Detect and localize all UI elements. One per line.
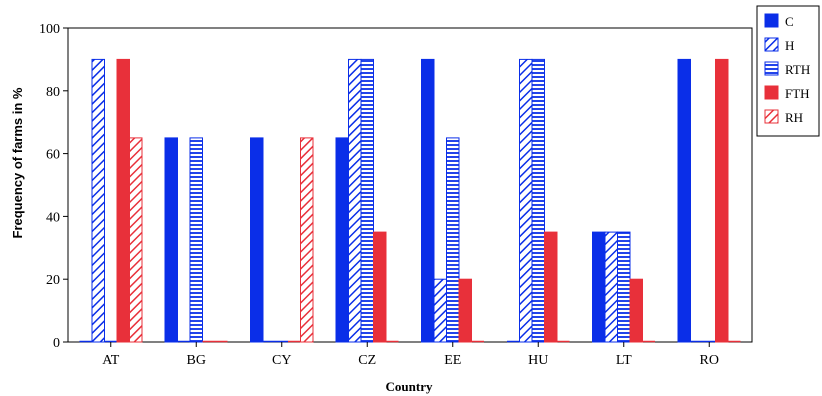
legend-swatch-c [764,13,779,28]
legend-label-c: C [785,14,794,29]
bar-lt-rth [617,231,631,343]
bar-ee-c [421,58,435,343]
x-tick-label-ro: RO [700,353,719,368]
x-tick-label-at: AT [102,353,120,368]
bar-cy-c [250,137,264,343]
legend-label-fth: FTH [785,86,810,101]
bar-ee-rth [446,137,460,343]
bar-bg-rth [189,137,203,343]
legend-swatch-rh [764,109,779,124]
x-tick-label-bg: BG [187,353,206,368]
x-axis: AT BG CY CZ EE HU LT RO [102,342,719,368]
legend-label-h: H [785,38,794,53]
bar-hu-fth [544,231,558,343]
plot-area [67,27,753,343]
x-tick-label-cy: CY [272,353,291,368]
x-axis-title: Country [386,379,433,394]
bar-cz-c [335,137,349,343]
x-tick-label-ee: EE [444,353,461,368]
bar-cz-rth [360,58,374,343]
y-tick-label-80: 80 [46,85,60,100]
bar-cz-h [348,58,362,343]
bar-hu-rth [531,58,545,343]
x-tick-label-cz: CZ [358,353,376,368]
legend-swatch-fth [764,85,779,100]
bar-at-rh [129,137,143,343]
bar-ro-c [677,58,691,343]
y-tick-label-100: 100 [39,22,60,37]
bar-lt-c [592,231,606,343]
bar-ro-fth [715,58,729,343]
bar-ee-fth [458,278,472,343]
bar-lt-fth [629,278,643,343]
x-tick-label-hu: HU [528,353,548,368]
bar-ee-h [433,278,447,343]
legend-swatch-h [764,37,779,52]
bar-cz-fth [373,231,387,343]
legend-label-rh: RH [785,110,803,125]
bar-bg-c [164,137,178,343]
legend: CH RTH FTH RH [756,5,820,137]
legend-swatch-rth [764,61,779,76]
bar-at-fth [116,58,130,343]
legend-label-rth: RTH [785,62,810,77]
bar-at-h [91,58,105,343]
y-axis-title: Frequency of farms in % [10,87,25,238]
bar-hu-h [519,58,533,343]
y-tick-label-40: 40 [46,210,60,225]
y-tick-label-20: 20 [46,273,60,288]
bar-cy-rh [300,137,314,343]
y-tick-label-60: 60 [46,148,60,163]
bar-lt-h [604,231,618,343]
plot-frame [67,27,753,343]
y-axis: 0 20 40 60 80 100 [39,22,68,351]
y-tick-label-0: 0 [53,336,60,351]
x-tick-label-lt: LT [616,353,632,368]
